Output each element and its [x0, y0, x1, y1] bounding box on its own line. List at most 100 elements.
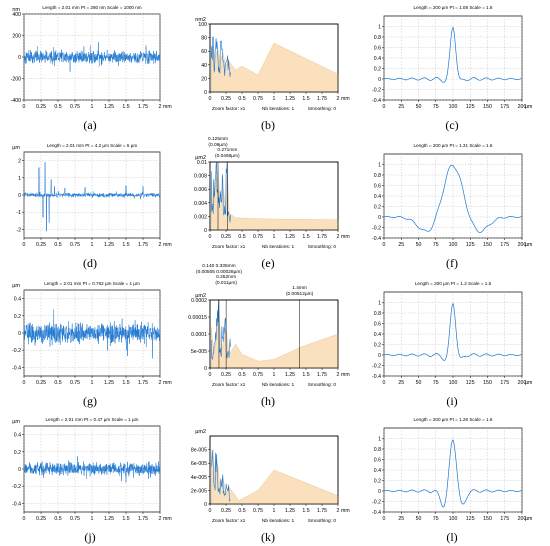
x-tick-label: 125	[466, 104, 475, 110]
x-tick-label: 1.25	[104, 516, 114, 522]
marker-label: 1.4mm	[292, 285, 307, 291]
y-tick-label: -0.4	[372, 510, 381, 516]
chart-header: Length = 2.01 mm Pt = 0.762 µm Scale = 1…	[44, 281, 140, 286]
chart-header: Length = 200 µm Pt = 1.2 Scale = 1.6	[415, 281, 492, 286]
x-tick-label: 0.25	[221, 234, 231, 240]
x-tick-label: 0	[383, 516, 386, 522]
x-tick-label: 0.5	[238, 234, 245, 240]
panel-caption: (d)	[83, 256, 97, 270]
plot-frame-top	[209, 299, 339, 369]
x-tick-label: 1.25	[104, 242, 114, 248]
x-tick-label: 175	[500, 380, 509, 386]
profile-line	[23, 309, 161, 359]
x-tick-label: 0.5	[238, 372, 245, 378]
x-tick-label: 25	[398, 380, 404, 386]
chart-panel-d: Length = 2.01 mm Pt = 4.2 µm Scale = 5 µ…	[0, 138, 180, 272]
y-tick-label: -0.4	[372, 374, 381, 380]
y-tick-label: 0	[204, 90, 207, 96]
y-tick-label: 0.01	[197, 160, 207, 166]
profile-line	[23, 42, 161, 72]
plot-frame-top	[209, 23, 339, 93]
y-tick-label: 0.006	[194, 187, 207, 193]
x-tick-label: 0.75	[253, 234, 263, 240]
x-tick-label: 0.5	[238, 96, 245, 102]
plot-frame-top	[209, 161, 339, 231]
x-tick-label: 0	[383, 380, 386, 386]
y-tick-label: 0.8	[374, 311, 381, 317]
x-tick-label: 100	[449, 380, 458, 386]
x-tick-label: 0	[383, 104, 386, 110]
panel-caption: (h)	[261, 394, 275, 408]
y-unit-label: nm	[12, 7, 20, 13]
footer-zoom: Zoom factor: x1	[212, 106, 246, 112]
chart-header: Length = 2.01 mm Pt = 4.2 µm Scale = 5 µ…	[47, 143, 138, 148]
x-tick-label: 1.5	[122, 516, 129, 522]
y-tick-label: 0.6	[374, 184, 381, 190]
x-tick-label: 0.25	[36, 104, 46, 110]
x-tick-label: 50	[416, 104, 422, 110]
x-tick-label: 0.75	[70, 516, 80, 522]
y-unit-label: nm2	[195, 17, 206, 23]
x-unit-label: µm	[525, 104, 532, 110]
y-tick-label: 0	[18, 467, 21, 473]
x-tick-label: 1.5	[302, 96, 309, 102]
y-tick-label: 40	[201, 63, 207, 69]
x-tick-label: 50	[416, 380, 422, 386]
footer-iterations: Nb iterations: 1	[262, 382, 295, 388]
y-tick-label: 0	[378, 215, 381, 221]
y-tick-label: 1	[378, 163, 381, 169]
spectrum-peaks-line	[210, 36, 231, 77]
x-tick-label: 100	[449, 242, 458, 248]
chart-panel-l: Length = 200 µm Pt = 1.26 Scale = 1.6 1 0.…	[362, 412, 542, 546]
y-tick-label: 8e-005	[191, 448, 207, 454]
y-tick-label: 0	[18, 55, 21, 61]
x-tick-label: 0	[383, 242, 386, 248]
y-tick-label: 5e-005	[191, 349, 207, 355]
x-tick-label: 0	[23, 516, 26, 522]
y-tick-label: 0.8	[374, 35, 381, 41]
x-tick-label: 1.25	[104, 104, 114, 110]
x-unit-label: mm	[341, 234, 350, 240]
y-tick-label: 0	[18, 193, 21, 199]
x-unit-label: mm	[163, 516, 172, 522]
x-unit-label: µm	[525, 380, 532, 386]
y-unit-label: µm	[12, 283, 20, 289]
x-tick-label: 75	[433, 380, 439, 386]
footer-smoothing: Smoothing: 0	[308, 244, 337, 250]
x-tick-label: 1.25	[285, 372, 295, 378]
y-tick-label: 0.2	[14, 450, 21, 456]
y-tick-label: 0	[378, 353, 381, 359]
x-tick-label: 75	[433, 516, 439, 522]
footer-smoothing: Smoothing: 0	[308, 518, 337, 524]
y-tick-label: 0.0002	[191, 298, 207, 304]
x-tick-label: 1	[91, 242, 94, 248]
x-tick-label: 25	[398, 516, 404, 522]
chart-panel-b: nm2 100 80 60 40 20 0 0 0.25 0.5 0.75 1 1.25 1.5 1.75 2…	[178, 0, 358, 134]
x-tick-label: 1.5	[122, 242, 129, 248]
x-tick-label: 1.75	[138, 242, 148, 248]
x-tick-label: 0.5	[54, 104, 61, 110]
x-tick-label: 0.25	[36, 242, 46, 248]
x-tick-label: 2	[337, 508, 340, 514]
spectrum-area	[211, 313, 339, 369]
y-tick-label: 1	[18, 176, 21, 182]
x-tick-label: 0.25	[36, 516, 46, 522]
x-unit-label: mm	[163, 242, 172, 248]
y-tick-label: 0.2	[14, 314, 21, 320]
x-tick-label: 125	[466, 516, 475, 522]
x-tick-label: 200	[518, 380, 527, 386]
marker-sublabel: (0.0466µm)	[215, 153, 240, 159]
y-tick-label: 80	[201, 36, 207, 42]
y-tick-label: 1	[378, 437, 381, 443]
x-tick-label: 100	[449, 516, 458, 522]
x-tick-label: 0	[23, 380, 26, 386]
autocorrelation-line	[383, 302, 523, 361]
y-tick-label: 60	[201, 49, 207, 55]
x-tick-label: 150	[483, 380, 492, 386]
x-tick-label: 2	[159, 516, 162, 522]
x-tick-label: 25	[398, 242, 404, 248]
x-tick-label: 150	[483, 104, 492, 110]
y-unit-label: µm	[12, 145, 20, 151]
